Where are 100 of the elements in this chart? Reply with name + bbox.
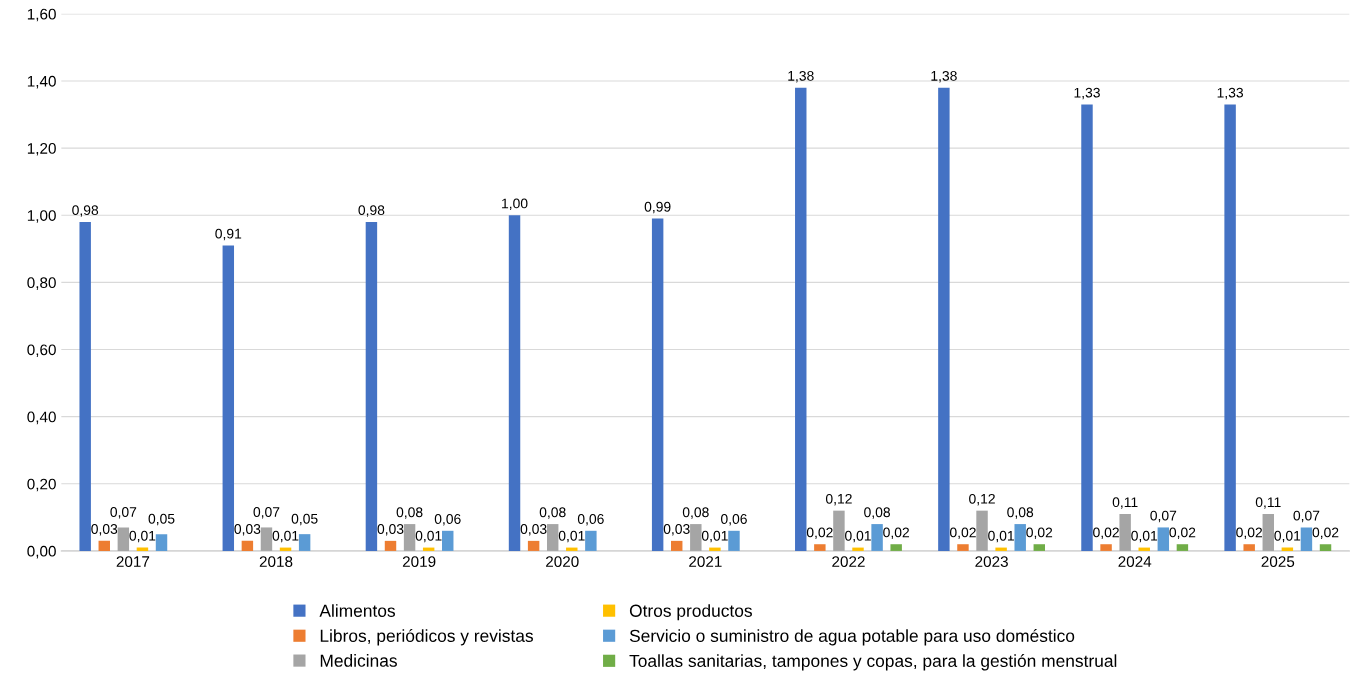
data-label: 0,03 xyxy=(663,524,690,536)
bar xyxy=(651,218,664,551)
data-label: 0,01 xyxy=(845,530,871,543)
data-label: 0,02 xyxy=(883,527,909,539)
y-tick-label: 0,80 xyxy=(27,277,56,290)
data-label: 0,01 xyxy=(415,530,442,543)
bar xyxy=(1262,514,1274,551)
data-label: 0,02 xyxy=(1026,527,1053,539)
data-label: 0,01 xyxy=(558,530,585,543)
data-label: 1,38 xyxy=(788,70,814,83)
bar xyxy=(155,534,168,551)
y-tick-label: 1,00 xyxy=(27,210,56,223)
data-label: 0,03 xyxy=(234,524,261,536)
y-tick-label: 1,40 xyxy=(27,75,56,89)
bar xyxy=(890,544,902,551)
bar xyxy=(222,245,235,551)
y-tick-label: 0,20 xyxy=(27,478,56,492)
data-label: 0,02 xyxy=(949,527,976,539)
bar xyxy=(1157,527,1170,551)
bar xyxy=(98,540,110,551)
x-tick-label: 2020 xyxy=(546,556,579,568)
legend-label: Otros productos xyxy=(629,604,752,621)
bar xyxy=(871,524,883,551)
data-label: 0,06 xyxy=(577,514,604,526)
bar xyxy=(690,524,702,551)
data-label: 0,02 xyxy=(1169,527,1196,539)
bar xyxy=(709,547,721,551)
data-label: 0,02 xyxy=(1312,527,1339,539)
bar xyxy=(957,544,969,551)
bar xyxy=(241,540,254,551)
data-label: 0,02 xyxy=(806,527,833,539)
bar xyxy=(814,544,826,551)
y-tick-label: 0,00 xyxy=(27,545,56,559)
data-label: 0,07 xyxy=(110,507,137,519)
bar xyxy=(852,547,864,551)
x-tick-label: 2018 xyxy=(259,556,293,568)
bar xyxy=(260,527,273,551)
bar xyxy=(384,540,397,551)
data-label: 0,01 xyxy=(701,530,728,543)
bar xyxy=(1033,544,1046,551)
data-label: 1,00 xyxy=(502,198,528,210)
x-tick-label: 2019 xyxy=(402,556,436,568)
data-label: 0,03 xyxy=(91,524,118,536)
bar xyxy=(1119,514,1131,551)
data-label: 0,07 xyxy=(1293,510,1320,523)
data-label: 0,06 xyxy=(721,514,747,526)
y-tick-label: 0,60 xyxy=(27,344,56,358)
data-label: 0,01 xyxy=(1274,530,1301,543)
data-label: 0,11 xyxy=(1255,497,1281,509)
data-label: 0,02 xyxy=(1236,527,1263,539)
bar xyxy=(671,540,683,551)
bar xyxy=(117,527,130,551)
data-label: 0,03 xyxy=(520,524,547,536)
bar xyxy=(1100,544,1112,551)
bar xyxy=(1014,524,1026,551)
data-label: 0,12 xyxy=(969,493,995,506)
legend-label: Servicio o suministro de agua potable para uso doméstico xyxy=(629,629,1075,646)
data-label: 1,38 xyxy=(931,70,957,83)
data-label: 0,08 xyxy=(864,507,890,519)
data-label: 0,01 xyxy=(988,530,1014,543)
x-tick-label: 2025 xyxy=(1261,556,1295,568)
y-tick-label: 0,40 xyxy=(27,411,56,425)
legend-label: Toallas sanitarias, tampones y copas, para la gestión menstrual xyxy=(629,654,1117,671)
data-label: 0,07 xyxy=(1150,510,1177,523)
data-label: 0,98 xyxy=(72,205,99,217)
bar xyxy=(442,530,454,551)
bar xyxy=(1224,104,1236,551)
bar xyxy=(795,87,807,551)
data-label: 0,98 xyxy=(358,205,385,217)
bar xyxy=(938,87,950,551)
legend-label: Alimentos xyxy=(319,604,395,617)
data-label: 0,08 xyxy=(1007,507,1034,519)
data-label: 0,06 xyxy=(434,514,461,526)
data-label: 0,05 xyxy=(148,513,175,526)
bar xyxy=(546,524,559,551)
data-label: 0,01 xyxy=(272,530,299,543)
bar xyxy=(728,530,740,551)
bar xyxy=(527,540,540,551)
x-tick-label: 2022 xyxy=(832,556,865,568)
data-label: 0,91 xyxy=(215,228,242,241)
data-label: 0,12 xyxy=(825,493,852,506)
x-tick-label: 2017 xyxy=(116,556,150,568)
bar xyxy=(1176,544,1189,551)
legend-label: Medicinas xyxy=(320,654,397,667)
data-label: 0,05 xyxy=(291,513,318,526)
data-label: 0,01 xyxy=(1131,530,1158,543)
data-label: 0,99 xyxy=(644,201,671,214)
y-tick-label: 1,20 xyxy=(27,143,56,156)
legend-label: Libros, periódicos y revistas xyxy=(320,629,533,646)
data-label: 1,33 xyxy=(1074,87,1100,100)
x-tick-label: 2023 xyxy=(975,556,1008,568)
data-label: 0,08 xyxy=(396,507,423,519)
bar xyxy=(1319,544,1332,551)
bar xyxy=(1243,544,1255,551)
bar xyxy=(995,547,1007,551)
bar xyxy=(508,215,521,551)
bar xyxy=(566,547,578,551)
data-label: 0,01 xyxy=(129,530,156,543)
data-label: 0,02 xyxy=(1093,527,1119,539)
bar xyxy=(1300,527,1313,551)
